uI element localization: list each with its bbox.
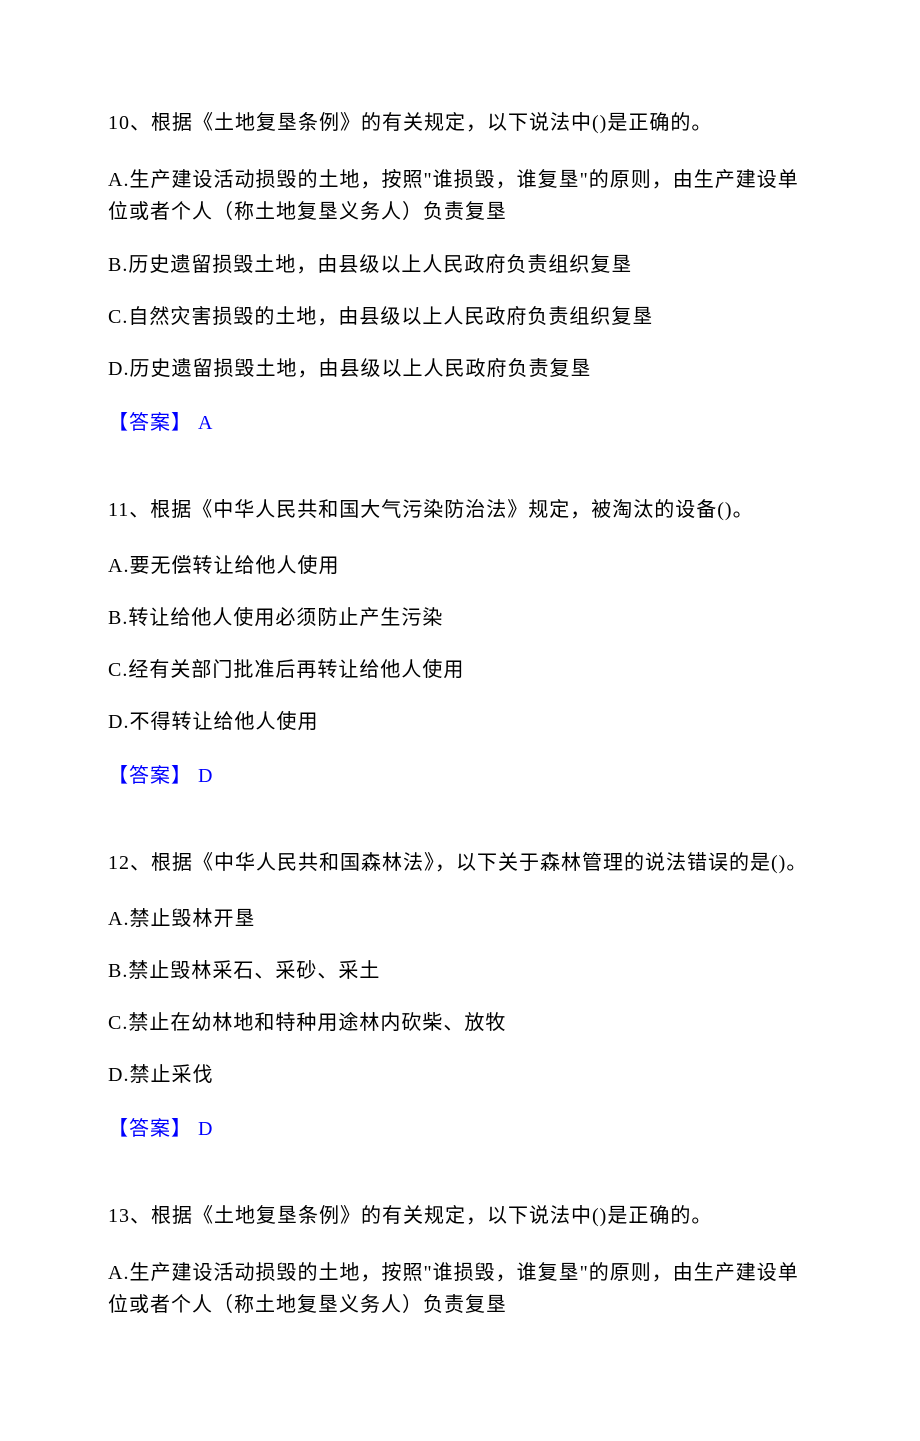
question-stem: 12、根据《中华人民共和国森林法》，以下关于森林管理的说法错误的是()。 xyxy=(108,848,812,878)
option-d: D.历史遗留损毁土地，由县级以上人民政府负责复垦 xyxy=(108,354,812,384)
option-c: C.经有关部门批准后再转让给他人使用 xyxy=(108,655,812,685)
option-a: A.生产建设活动损毁的土地，按照"谁损毁，谁复垦"的原则，由生产建设单位或者个人… xyxy=(108,1257,812,1321)
answer-label: 【答案】 D xyxy=(108,759,812,788)
question-block: 13、根据《土地复垦条例》的有关规定，以下说法中()是正确的。 A.生产建设活动… xyxy=(108,1201,812,1321)
question-block: 11、根据《中华人民共和国大气污染防治法》规定，被淘汰的设备()。 A.要无偿转… xyxy=(108,495,812,788)
question-stem: 10、根据《土地复垦条例》的有关规定，以下说法中()是正确的。 xyxy=(108,108,812,138)
answer-label: 【答案】 A xyxy=(108,406,812,435)
question-block: 12、根据《中华人民共和国森林法》，以下关于森林管理的说法错误的是()。 A.禁… xyxy=(108,848,812,1141)
option-d: D.不得转让给他人使用 xyxy=(108,707,812,737)
option-a: A.要无偿转让给他人使用 xyxy=(108,551,812,581)
option-b: B.转让给他人使用必须防止产生污染 xyxy=(108,603,812,633)
document-page: 10、根据《土地复垦条例》的有关规定，以下说法中()是正确的。 A.生产建设活动… xyxy=(0,0,920,1441)
question-block: 10、根据《土地复垦条例》的有关规定，以下说法中()是正确的。 A.生产建设活动… xyxy=(108,108,812,435)
option-b: B.禁止毁林采石、采砂、采土 xyxy=(108,956,812,986)
option-c: C.自然灾害损毁的土地，由县级以上人民政府负责组织复垦 xyxy=(108,302,812,332)
option-a: A.生产建设活动损毁的土地，按照"谁损毁，谁复垦"的原则，由生产建设单位或者个人… xyxy=(108,164,812,228)
question-stem: 11、根据《中华人民共和国大气污染防治法》规定，被淘汰的设备()。 xyxy=(108,495,812,525)
option-d: D.禁止采伐 xyxy=(108,1060,812,1090)
option-c: C.禁止在幼林地和特种用途林内砍柴、放牧 xyxy=(108,1008,812,1038)
option-a: A.禁止毁林开垦 xyxy=(108,904,812,934)
answer-label: 【答案】 D xyxy=(108,1112,812,1141)
question-stem: 13、根据《土地复垦条例》的有关规定，以下说法中()是正确的。 xyxy=(108,1201,812,1231)
option-b: B.历史遗留损毁土地，由县级以上人民政府负责组织复垦 xyxy=(108,250,812,280)
